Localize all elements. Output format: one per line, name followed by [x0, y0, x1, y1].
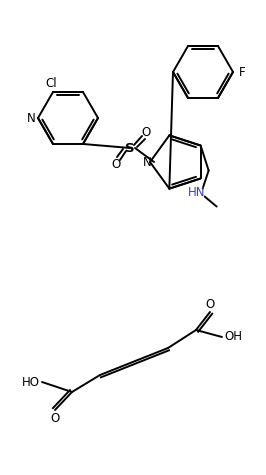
Text: N: N [27, 112, 35, 124]
Text: O: O [141, 125, 151, 139]
Text: O: O [50, 411, 60, 425]
Text: Cl: Cl [45, 76, 57, 89]
Text: F: F [239, 66, 245, 78]
Text: N: N [143, 156, 151, 170]
Text: HN: HN [188, 186, 205, 199]
Text: S: S [125, 142, 135, 154]
Text: HO: HO [22, 376, 40, 389]
Text: O: O [205, 297, 215, 311]
Text: O: O [111, 158, 120, 171]
Text: OH: OH [224, 331, 242, 343]
